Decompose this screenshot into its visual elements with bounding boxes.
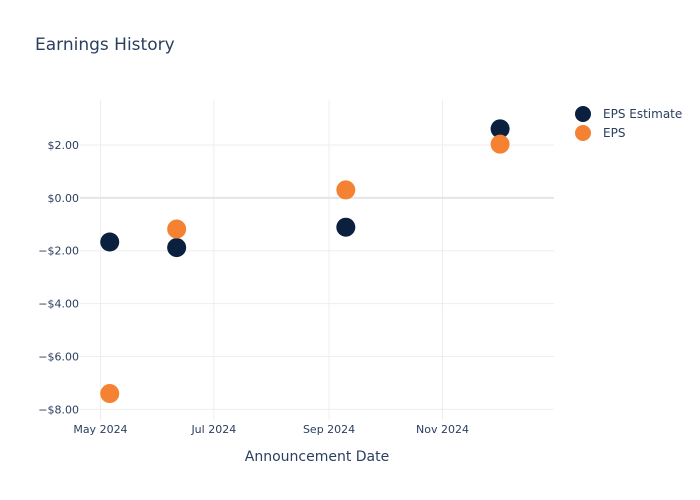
x-tick-label: Nov 2024 [416, 423, 469, 436]
x-tick-label: Jul 2024 [190, 423, 236, 436]
grid-layer [80, 100, 554, 420]
eps-estimate-point[interactable] [490, 119, 510, 139]
eps-estimate-point[interactable] [100, 232, 120, 252]
eps-point[interactable] [336, 180, 356, 200]
eps-point[interactable] [100, 384, 120, 404]
y-tick-label: −$4.00 [38, 298, 79, 311]
tick-layer: May 2024 Jul 2024 Sep 2024 Nov 2024 $2.00 $0.… [38, 139, 469, 436]
eps-point[interactable] [490, 134, 510, 154]
x-tick-label: Sep 2024 [303, 423, 355, 436]
eps-estimate-point[interactable] [167, 238, 187, 258]
legend-label[interactable]: EPS [603, 126, 625, 140]
point-layer [100, 119, 510, 404]
legend-marker[interactable] [575, 125, 591, 141]
x-tick-label: May 2024 [73, 423, 127, 436]
eps-estimate-point[interactable] [336, 217, 356, 237]
x-axis-title: Announcement Date [245, 449, 389, 465]
y-tick-label: −$8.00 [38, 403, 79, 416]
y-tick-label: $0.00 [48, 192, 80, 205]
eps-point[interactable] [167, 219, 187, 239]
y-tick-label: −$2.00 [38, 245, 79, 258]
legend-marker[interactable] [575, 106, 591, 122]
y-tick-label: −$6.00 [38, 351, 79, 364]
legend-label[interactable]: EPS Estimate [603, 107, 682, 121]
chart-title: Earnings History [35, 35, 175, 55]
legend[interactable]: EPS Estimate EPS [575, 106, 682, 141]
y-tick-label: $2.00 [48, 139, 80, 152]
